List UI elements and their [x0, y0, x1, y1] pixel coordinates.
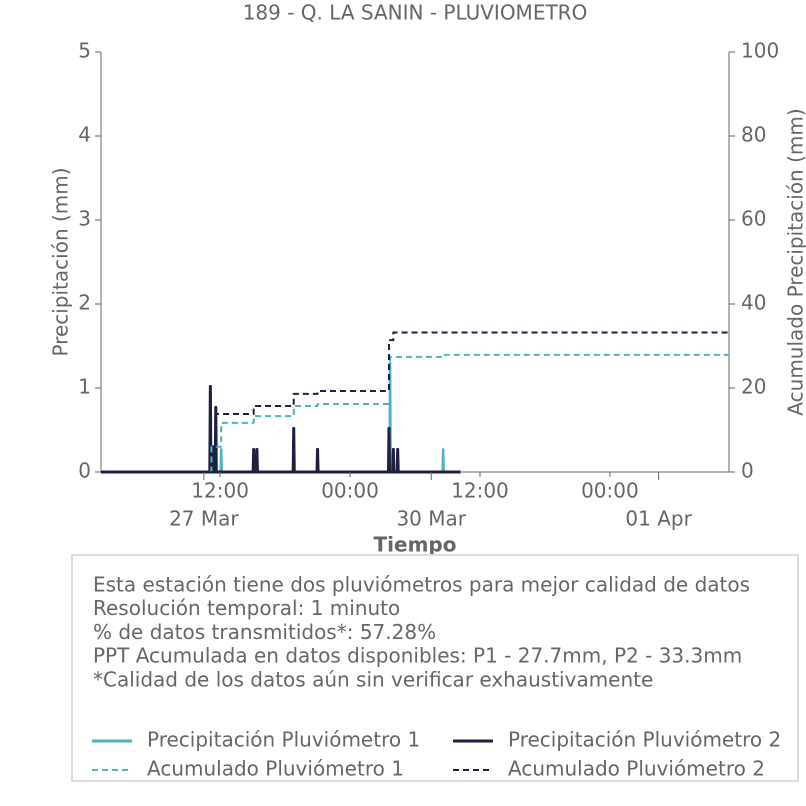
x-date-label: 30 Mar [396, 507, 466, 531]
info-line: PPT Acumulada en datos disponibles: P1 -… [93, 644, 742, 668]
precipitation-line [101, 384, 461, 474]
y-tick-label: 3 [78, 207, 91, 231]
y-axis-label: Precipitación (mm) [49, 167, 73, 356]
y2-tick-label: 20 [741, 375, 766, 399]
x-tick-label: 00:00 [321, 479, 379, 503]
plot-area [101, 331, 729, 474]
info-box [71, 554, 799, 782]
x-axis-label: Tiempo [374, 533, 457, 557]
info-line: Esta estación tiene dos pluviómetros par… [93, 573, 750, 597]
y2-axis-label: Acumulado Precipitación (mm) [784, 108, 806, 415]
y-tick-label: 1 [78, 375, 91, 399]
x-tick-label: 00:00 [581, 479, 639, 503]
precipitation-line [101, 361, 461, 474]
legend-label: Acumulado Pluviómetro 2 [508, 757, 765, 781]
y2-tick-label: 0 [741, 459, 754, 483]
x-date-label: 01 Apr [625, 507, 692, 531]
y-tick-label: 5 [78, 39, 91, 63]
y2-tick-label: 100 [741, 39, 779, 63]
y2-tick-label: 60 [741, 207, 766, 231]
x-tick-label: 12:00 [451, 479, 509, 503]
chart-title: 189 - Q. LA SANIN - PLUVIOMETRO [243, 1, 588, 25]
info-line: Resolución temporal: 1 minuto [93, 596, 400, 620]
y-tick-label: 2 [78, 291, 91, 315]
y2-tick-label: 80 [741, 123, 766, 147]
x-date-label: 27 Mar [169, 507, 239, 531]
x-tick-label: 12:00 [191, 479, 249, 503]
legend-label: Precipitación Pluviómetro 1 [147, 728, 420, 752]
info-line: % de datos transmitidos*: 57.28% [93, 620, 436, 644]
y2-tick-label: 40 [741, 291, 766, 315]
cumulative-line [101, 353, 729, 473]
info-line: *Calidad de los datos aún sin verificar … [93, 667, 653, 691]
y-tick-label: 0 [78, 459, 91, 483]
legend-label: Precipitación Pluviómetro 2 [508, 728, 781, 752]
legend-label: Acumulado Pluviómetro 1 [147, 757, 404, 781]
cumulative-line [101, 331, 729, 473]
y-tick-label: 4 [78, 123, 91, 147]
